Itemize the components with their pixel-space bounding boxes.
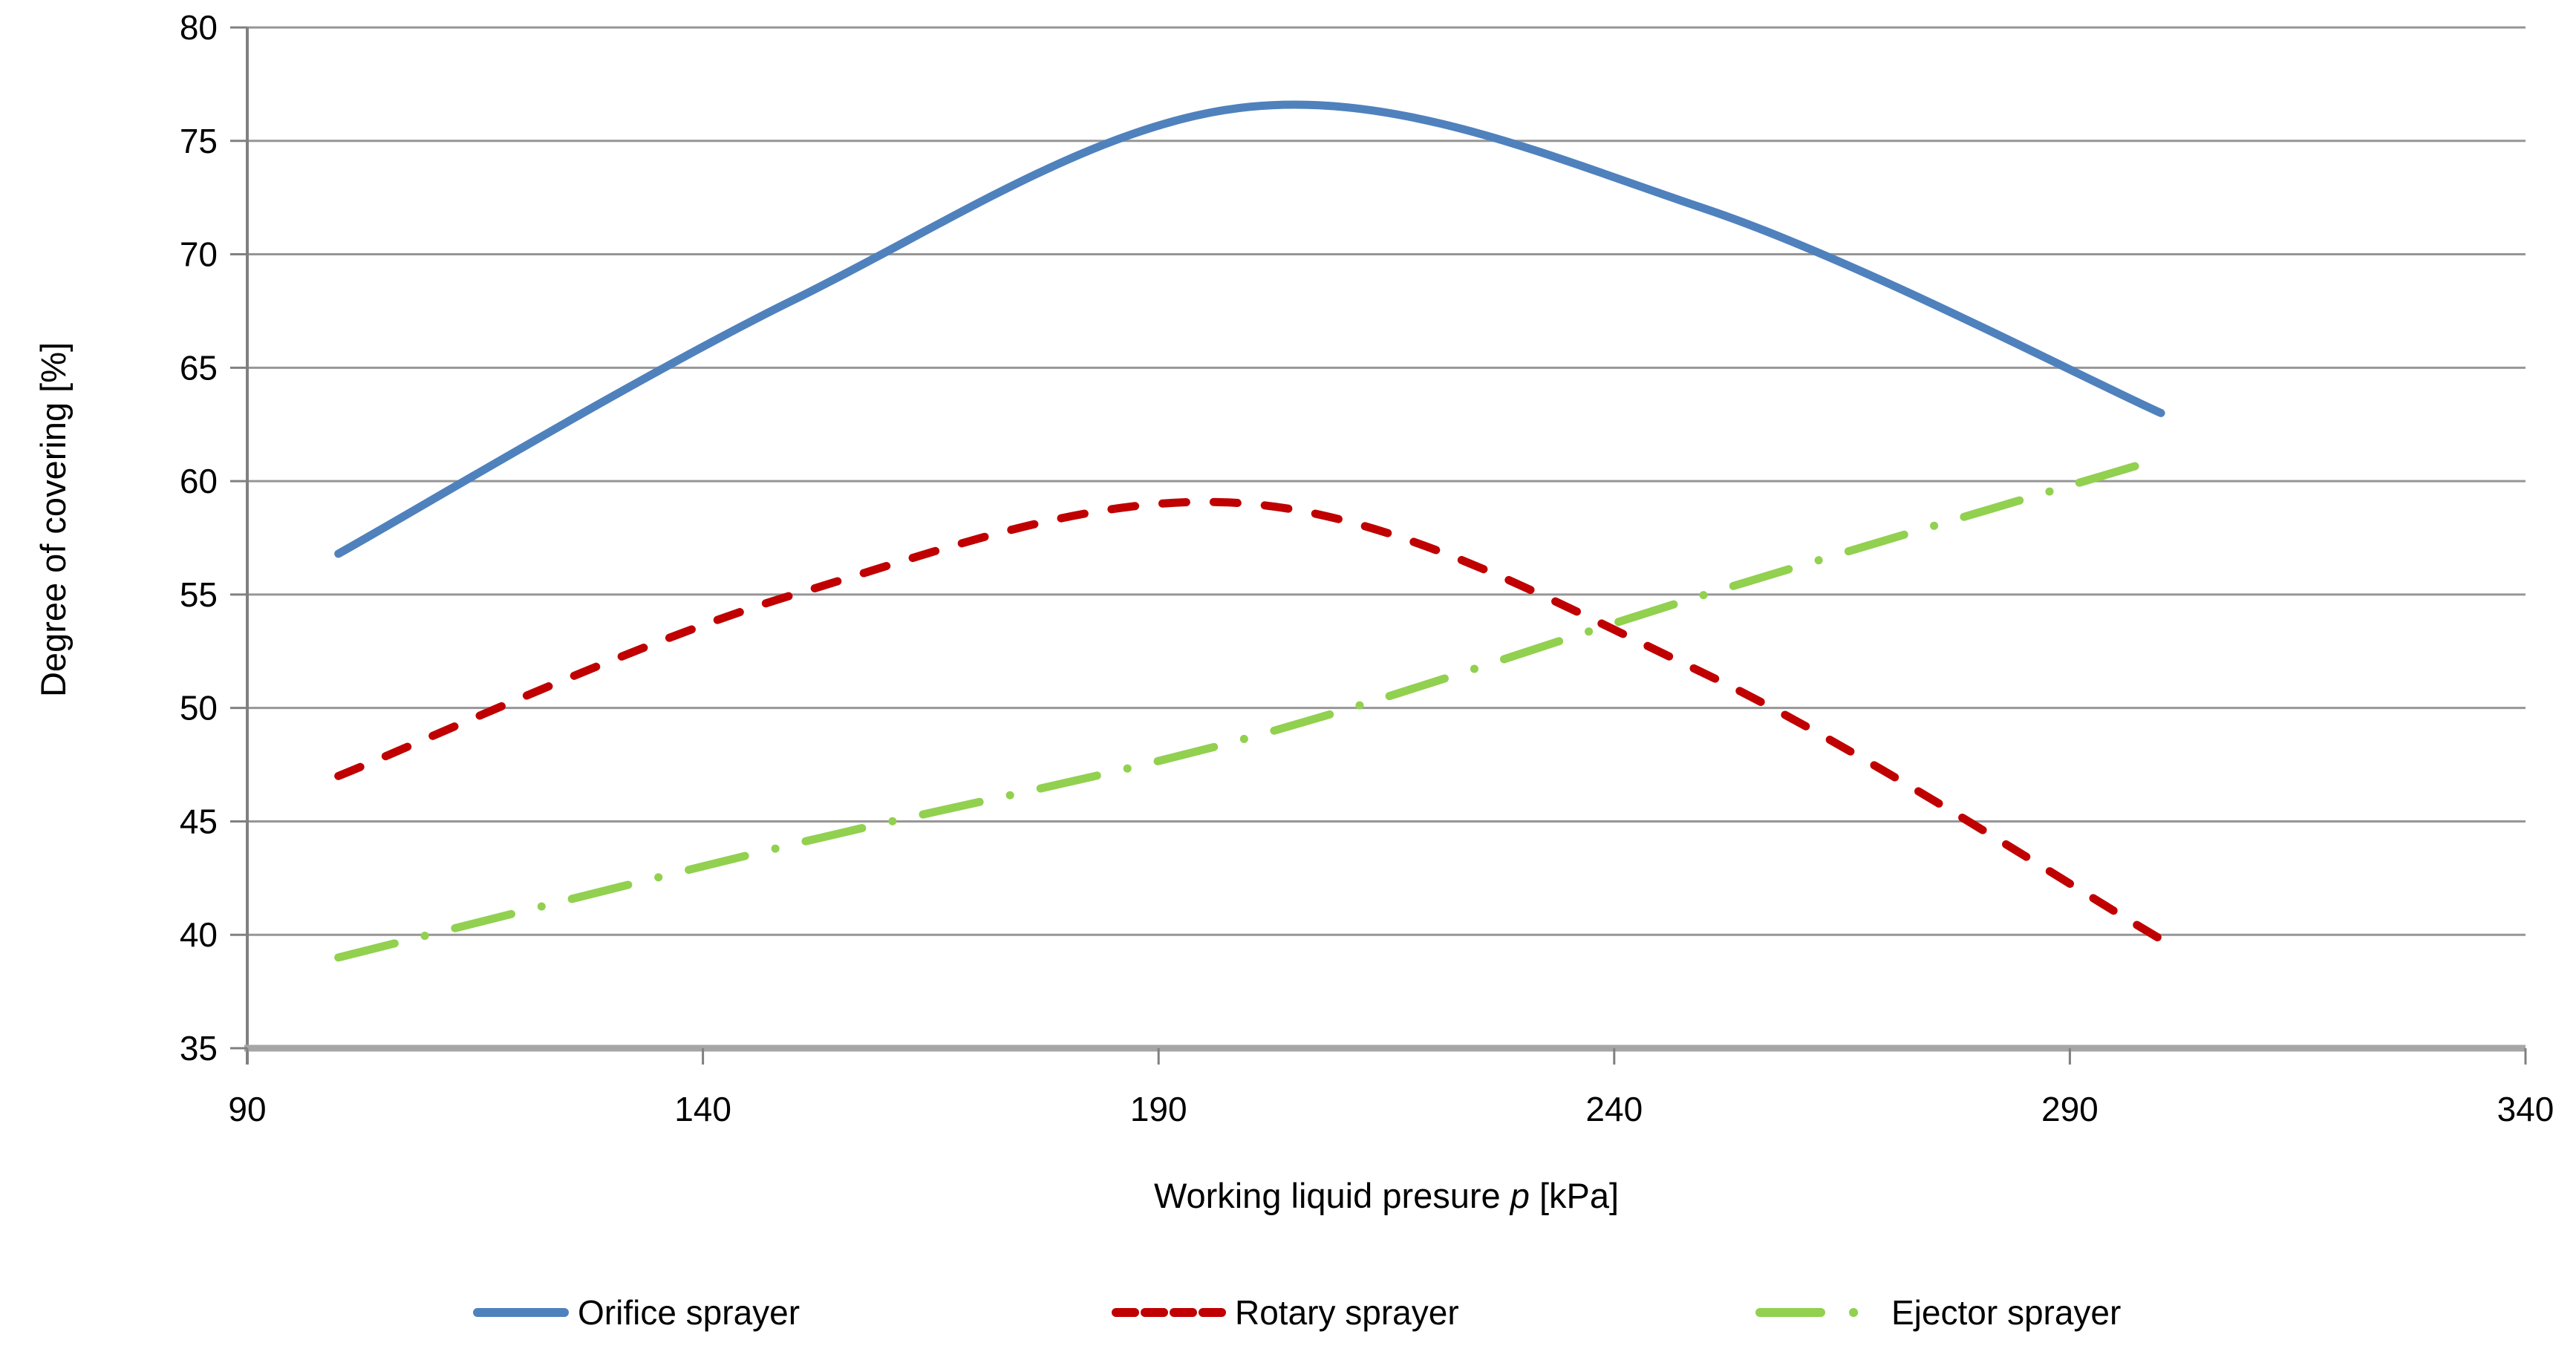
y-tick-label: 80 [180, 8, 218, 47]
x-tick-label: 90 [228, 1090, 266, 1128]
series-line-rotary-sprayer [334, 497, 2165, 944]
x-axis-title-suffix: [kPa] [1530, 1176, 1619, 1215]
series-line-orifice-sprayer [334, 100, 2165, 558]
y-tick-label: 40 [180, 915, 218, 954]
x-axis-title-prefix: Working liquid presure [1154, 1176, 1510, 1215]
legend-item-ejector-sprayer: Ejector sprayer [1755, 1293, 2121, 1332]
y-tick-label: 50 [180, 689, 218, 728]
y-tick-label: 70 [180, 235, 218, 274]
x-axis-title: Working liquid presure p [kPa] [1154, 1176, 1619, 1215]
x-tick-label: 340 [2497, 1090, 2554, 1128]
x-tick-label: 190 [1130, 1090, 1187, 1128]
x-axis-tick-labels: 90 140 190 240 290 340 [228, 1090, 2554, 1128]
axes [230, 26, 2527, 1065]
y-axis-title: Degree of covering [%] [33, 342, 73, 697]
legend-label: Orifice sprayer [578, 1293, 800, 1332]
y-tick-label: 60 [180, 462, 218, 500]
y-tick-label: 35 [180, 1029, 218, 1068]
x-axis-title-symbol: p [1509, 1176, 1530, 1215]
y-tick-label: 75 [180, 122, 218, 160]
series-line-ejector-sprayer [334, 454, 2165, 962]
y-axis-tick-labels: 35 40 45 50 55 60 65 70 75 80 [180, 8, 218, 1068]
x-tick-label: 290 [2041, 1090, 2099, 1128]
y-tick-label: 65 [180, 348, 218, 387]
x-tick-label: 140 [674, 1090, 731, 1128]
legend-item-rotary-sprayer: Rotary sprayer [1112, 1293, 1459, 1332]
y-tick-label: 45 [180, 802, 218, 840]
legend-label: Rotary sprayer [1235, 1293, 1459, 1332]
y-tick-label: 55 [180, 575, 218, 614]
gridlines [247, 26, 2526, 936]
legend: Orifice sprayer Rotary sprayer Ejector spr… [473, 1293, 2121, 1332]
x-tick-label: 240 [1585, 1090, 1643, 1128]
legend-label: Ejector sprayer [1891, 1293, 2121, 1332]
series-lines [334, 100, 2165, 962]
legend-item-orifice-sprayer: Orifice sprayer [473, 1293, 800, 1332]
